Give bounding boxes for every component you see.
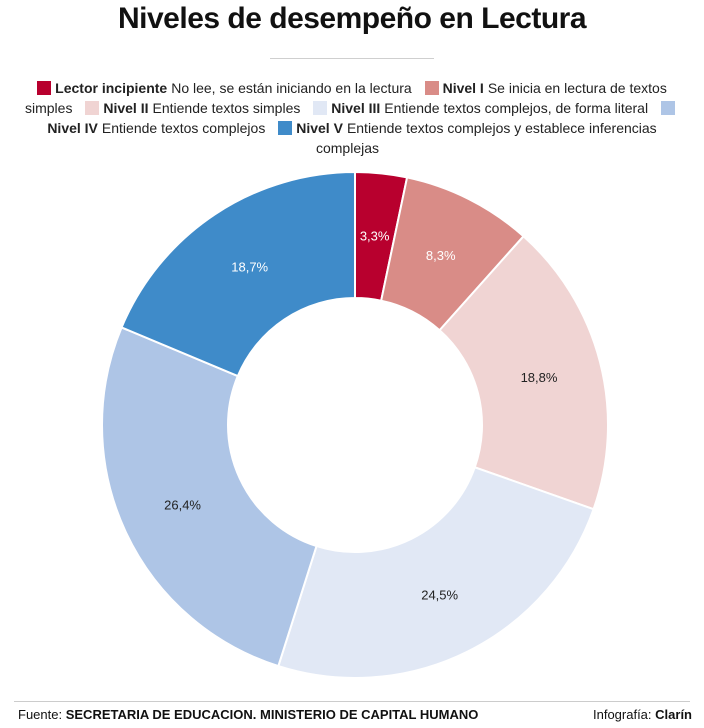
legend-swatch	[37, 81, 52, 95]
data-label: 24,5%	[421, 588, 458, 603]
legend: Lector incipiente No lee, se están inicia…	[20, 78, 684, 158]
legend-label: Nivel V	[296, 120, 343, 136]
legend-label: Nivel IV	[47, 120, 98, 136]
legend-label: Nivel I	[442, 80, 484, 96]
legend-item-lector-incipiente: Lector incipiente No lee, se están inicia…	[37, 80, 412, 96]
legend-item-nivel-v: Nivel V Entiende textos complejos y estab…	[278, 120, 657, 156]
legend-item-nivel-ii: Nivel II Entiende textos simples	[85, 100, 300, 116]
legend-description: Se inicia en lectura de textos simples	[25, 80, 667, 116]
data-label: 18,8%	[521, 370, 558, 385]
source-prefix: Fuente:	[18, 707, 63, 722]
data-label: 26,4%	[164, 497, 201, 512]
legend-swatch	[85, 101, 100, 115]
legend-swatch	[278, 121, 293, 135]
data-label: 3,3%	[360, 229, 390, 244]
legend-item-nivel-iii: Nivel III Entiende textos complejos, de f…	[313, 100, 648, 116]
legend-description: No lee, se están iniciando en la lectura	[171, 80, 412, 96]
legend-swatch	[660, 101, 675, 115]
legend-swatch	[424, 81, 439, 95]
credit-prefix: Infografía:	[592, 707, 652, 722]
slice-nivel-v	[120, 170, 356, 378]
data-label: 8,3%	[426, 248, 456, 263]
source-text: SECRETARIA DE EDUCACION. MINISTERIO DE C…	[65, 707, 479, 722]
legend-description: Entiende textos complejos y establece in…	[315, 120, 657, 156]
slice-nivel-iii	[277, 465, 595, 679]
legend-label: Nivel III	[331, 100, 381, 116]
legend-item-nivel-iv: Nivel IV Entiende textos complejos	[47, 100, 679, 136]
legend-item-nivel-i: Nivel I Se inicia en lectura de textos si…	[25, 80, 667, 116]
credit-note: Infografía: Clarín	[593, 707, 692, 722]
title-divider	[270, 58, 434, 59]
footer-divider	[14, 701, 690, 702]
legend-description: Entiende textos complejos	[101, 120, 266, 136]
legend-label: Nivel II	[103, 100, 149, 116]
slice-nivel-iv	[101, 326, 318, 668]
slice-nivel-ii	[438, 234, 609, 511]
legend-label: Lector incipiente	[55, 80, 168, 96]
legend-description: Entiende textos simples	[152, 100, 301, 116]
credit-text: Clarín	[655, 707, 692, 722]
legend-swatch	[313, 101, 328, 115]
source-note: Fuente: SECRETARIA DE EDUCACION. MINISTE…	[18, 707, 478, 722]
legend-description: Entiende textos complejos, de forma lite…	[384, 100, 649, 116]
donut-chart: 3,3% 8,3% 18,8% 24,5% 26,4% 18,7%	[101, 170, 609, 679]
chart-title: Niveles de desempeño en Lectura	[117, 2, 587, 35]
data-label: 18,7%	[231, 259, 268, 274]
